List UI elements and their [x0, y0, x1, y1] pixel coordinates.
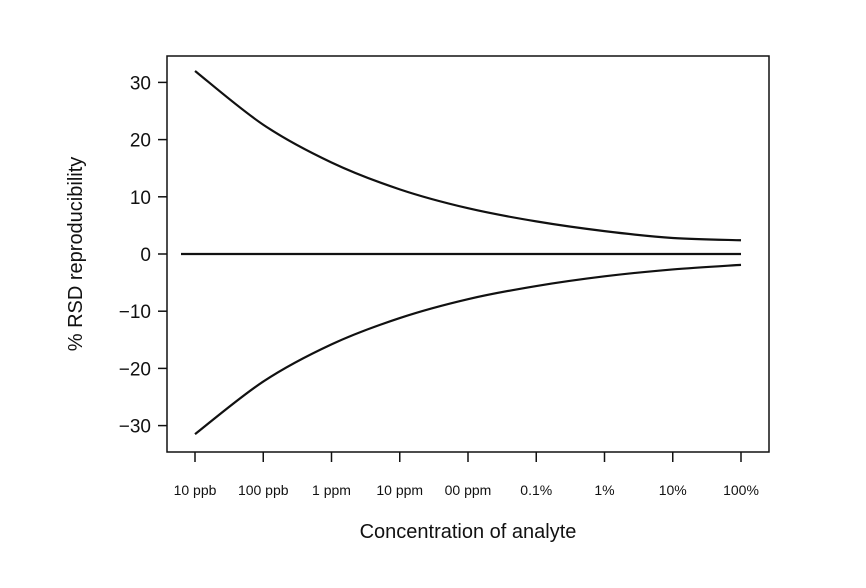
- upper-limit-curve: [194, 70, 742, 242]
- x-tick-label: 100%: [723, 482, 759, 498]
- lower-limit-curve: [194, 263, 742, 436]
- y-tick-label: −30: [119, 417, 151, 438]
- y-tick-label: −20: [119, 359, 151, 380]
- x-tick-label: 1 ppm: [312, 482, 351, 498]
- x-tick-label: 1%: [594, 482, 614, 498]
- x-tick-label: 10%: [659, 482, 687, 498]
- x-axis-ticks: 10 ppb 100 ppb 1 ppm 10 ppm 00 ppm 0.1% 1% 10% 1…: [174, 452, 759, 498]
- x-tick-label: 100 ppb: [238, 482, 289, 498]
- x-tick-label: 10 ppb: [174, 482, 217, 498]
- x-tick-label: 0.1%: [520, 482, 552, 498]
- y-axis-ticks: 30 20 10 0 −10 −20 −30: [119, 73, 167, 438]
- y-tick-label: −10: [119, 302, 151, 323]
- y-tick-label: 20: [130, 131, 151, 152]
- x-axis-title: Concentration of analyte: [360, 521, 577, 543]
- x-tick-label: 00 ppm: [445, 482, 492, 498]
- y-tick-label: 10: [130, 188, 151, 209]
- y-axis-title: % RSD reproducibility: [65, 157, 87, 352]
- y-tick-label: 0: [140, 245, 151, 266]
- y-tick-label: 30: [130, 73, 151, 94]
- x-tick-label: 10 ppm: [376, 482, 423, 498]
- series-lines: [181, 70, 742, 436]
